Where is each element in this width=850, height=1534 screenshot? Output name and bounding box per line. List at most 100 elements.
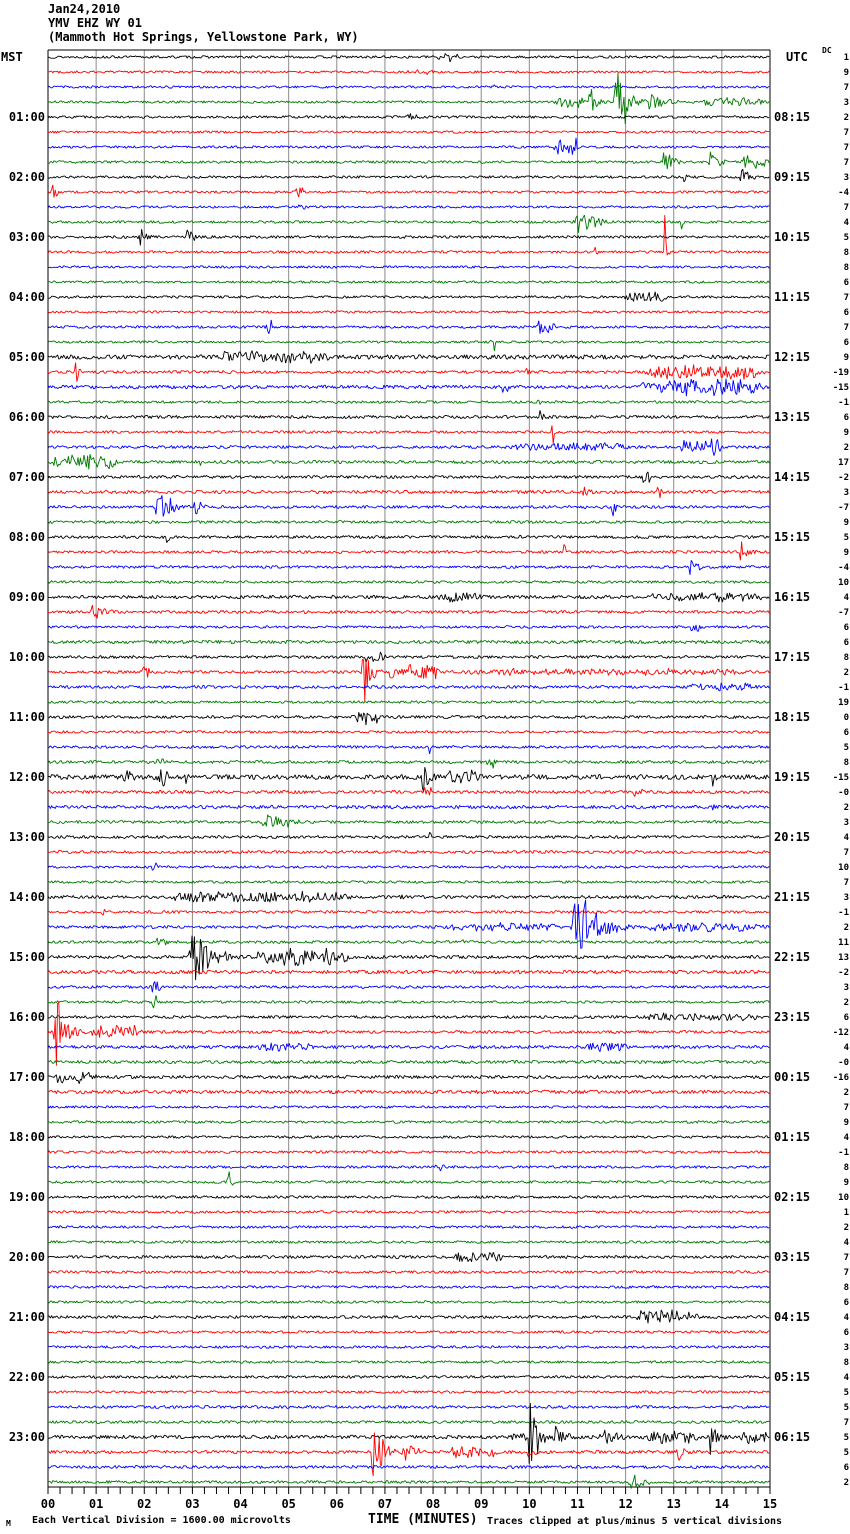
dc-offset-value: 3: [844, 893, 849, 903]
dc-offset-value: 6: [844, 278, 849, 288]
mst-hour-label: 05:00: [9, 350, 45, 364]
dc-offset-value: 4: [844, 1238, 850, 1248]
dc-offset-value: 6: [844, 413, 849, 423]
seismogram-trace-row: [47, 471, 770, 483]
dc-offset-value: -7: [838, 608, 849, 618]
dc-offset-value: 9: [844, 518, 849, 528]
dc-offset-value: 6: [844, 308, 849, 318]
utc-hour-label: 02:15: [774, 1190, 810, 1204]
seismogram-trace-row: [47, 340, 770, 352]
dc-offset-value: 2: [844, 923, 849, 933]
seismogram-trace-row: [47, 1330, 770, 1334]
dc-offset-value: -1: [838, 1148, 849, 1158]
seismogram-trace-row: [47, 995, 770, 1009]
x-axis-tick-label: 01: [89, 1497, 103, 1511]
x-axis-tick-label: 14: [715, 1497, 729, 1511]
dc-offset-value: -15: [833, 773, 849, 783]
mst-hour-label: 03:00: [9, 230, 45, 244]
seismogram-trace-row: [47, 899, 770, 949]
dc-offset-value: 7: [844, 83, 849, 93]
dc-offset-value: 6: [844, 1298, 849, 1308]
dc-offset-value: 7: [844, 1418, 849, 1428]
seismogram-trace-row: [47, 1105, 770, 1109]
utc-hour-label: 04:15: [774, 1310, 810, 1324]
mst-hour-label: 10:00: [9, 650, 45, 664]
dc-offset-value: 5: [844, 1433, 849, 1443]
utc-hour-label: 23:15: [774, 1010, 810, 1024]
dc-offset-value: 7: [844, 1103, 849, 1113]
mst-hour-label: 16:00: [9, 1010, 45, 1024]
mst-hour-label: 20:00: [9, 1250, 45, 1264]
utc-hour-label: 19:15: [774, 770, 810, 784]
seismogram-trace-row: [47, 1071, 770, 1084]
mst-hour-label: 04:00: [9, 290, 45, 304]
dc-offset-value: 2: [844, 998, 849, 1008]
dc-offset-value: 8: [844, 1163, 849, 1173]
dc-offset-value: 3: [844, 173, 849, 183]
utc-hour-label: 20:15: [774, 830, 810, 844]
dc-offset-value: 13: [838, 953, 849, 963]
dc-offset-value: 10: [838, 863, 849, 873]
seismogram-trace-row: [47, 113, 770, 120]
dc-offset-value: 4: [844, 1133, 850, 1143]
seismogram-trace-row: [47, 624, 770, 632]
dc-offset-value: 4: [844, 593, 850, 603]
utc-hour-label: 03:15: [774, 1250, 810, 1264]
seismogram-trace-row: [47, 1345, 770, 1349]
x-axis-tick-label: 15: [763, 1497, 777, 1511]
seismogram-trace-row: [47, 399, 770, 405]
dc-offset-value: 5: [844, 533, 849, 543]
seismogram-trace-row: [47, 758, 770, 769]
dc-offset-value: 9: [844, 428, 849, 438]
seismogram-trace-row: [47, 969, 770, 975]
seismogram-trace-row: [47, 319, 770, 334]
dc-offset-value: -1: [838, 908, 849, 918]
dc-offset-value: 3: [844, 983, 849, 993]
x-axis-tick-label: 13: [667, 1497, 681, 1511]
x-axis-tick-label: 05: [281, 1497, 295, 1511]
utc-hour-label: 05:15: [774, 1370, 810, 1384]
utc-hour-label: 12:15: [774, 350, 810, 364]
dc-offset-value: 9: [844, 1118, 849, 1128]
seismogram-trace-row: [47, 814, 770, 828]
x-axis-tick-label: 00: [41, 1497, 55, 1511]
dc-offset-value: 6: [844, 638, 849, 648]
seismogram-trace-row: [47, 137, 770, 155]
mst-hour-label: 01:00: [9, 110, 45, 124]
dc-offset-value: -0: [838, 1058, 849, 1068]
seismogram-trace-row: [47, 560, 770, 575]
seismogram-trace-row: [47, 53, 770, 63]
seismogram-trace-row: [47, 425, 770, 444]
seismogram-trace-row: [47, 1002, 770, 1066]
seismogram-trace-row: [47, 310, 770, 314]
seismogram-trace-row: [48, 1240, 770, 1244]
utc-hour-label: 17:15: [774, 650, 810, 664]
dc-offset-value: 6: [844, 728, 849, 738]
seismogram-trace-row: [47, 1360, 770, 1364]
mst-hour-label: 02:00: [9, 170, 45, 184]
x-axis-tick-label: 09: [474, 1497, 488, 1511]
mst-hour-label: 19:00: [9, 1190, 45, 1204]
dc-offset-value: 3: [844, 488, 849, 498]
seismogram-trace-row: [47, 486, 770, 499]
mst-hour-label: 11:00: [9, 710, 45, 724]
seismogram-trace-row: [47, 1432, 770, 1477]
seismogram-trace-row: [47, 362, 770, 382]
mst-hour-label: 22:00: [9, 1370, 45, 1384]
dc-offset-value: -19: [833, 368, 849, 378]
mst-column-header: MST: [1, 50, 23, 64]
dc-offset-value: 7: [844, 143, 849, 153]
utc-hour-label: 11:15: [774, 290, 810, 304]
seismogram-trace-row: [47, 787, 770, 797]
seismogram-trace-row: [47, 745, 770, 754]
seismogram-trace-row: [47, 1300, 770, 1304]
seismogram-trace-row: [47, 651, 770, 663]
dc-offset-value: 7: [844, 878, 849, 888]
dc-offset-value: 5: [844, 233, 849, 243]
seismogram-trace-row: [47, 1195, 770, 1199]
seismogram-trace-row: [47, 350, 770, 364]
dc-offset-value: 2: [844, 443, 849, 453]
dc-offset-value: 5: [844, 1403, 849, 1413]
